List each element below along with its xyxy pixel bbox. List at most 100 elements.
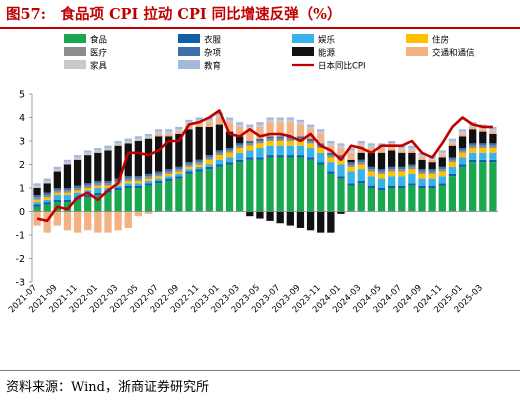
bar-segment xyxy=(73,185,82,188)
bar-segment xyxy=(154,173,163,177)
bar-segment xyxy=(53,188,61,191)
bar-segment xyxy=(357,183,365,212)
bar-segment xyxy=(357,152,365,160)
bar-segment xyxy=(458,166,467,212)
bar-segment xyxy=(489,133,497,144)
bar-segment xyxy=(469,162,477,212)
bar-segment xyxy=(408,148,416,151)
bar-segment xyxy=(94,195,102,212)
bar-segment xyxy=(84,211,92,231)
bar-segment xyxy=(124,183,132,186)
bar-segment xyxy=(286,141,294,146)
bar-segment xyxy=(408,152,416,165)
bar-segment xyxy=(225,152,234,158)
bar-segment xyxy=(327,162,335,172)
bar-segment xyxy=(104,192,112,212)
bar-segment xyxy=(327,171,335,174)
bar-segment xyxy=(73,188,82,191)
bar-segment xyxy=(357,180,365,184)
bar-segment xyxy=(276,155,284,158)
bar-segment xyxy=(367,185,376,188)
title-divider xyxy=(0,27,520,29)
bar-segment xyxy=(469,126,477,130)
bar-segment xyxy=(195,126,203,160)
bar-segment xyxy=(236,148,244,153)
bar-segment xyxy=(377,152,386,170)
bar-segment xyxy=(367,166,376,170)
bar-segment xyxy=(296,141,305,146)
bar-segment xyxy=(185,166,193,170)
bar-segment xyxy=(225,157,234,163)
bar-segment xyxy=(408,166,416,170)
bar-segment xyxy=(195,169,203,172)
bar-segment xyxy=(246,129,254,141)
y-tick-label: 1 xyxy=(19,184,25,195)
bar-segment xyxy=(144,173,153,177)
bar-segment xyxy=(236,152,244,160)
bar-segment xyxy=(94,148,102,151)
bar-segment xyxy=(327,155,335,158)
bar-segment xyxy=(165,180,173,212)
bar-segment xyxy=(225,117,234,120)
bar-segment xyxy=(215,117,224,125)
bar-segment xyxy=(225,119,234,123)
bar-segment xyxy=(114,188,122,191)
bar-segment xyxy=(438,155,446,158)
legend-swatch xyxy=(64,47,86,56)
bar-segment xyxy=(215,112,224,116)
legend-label: 娱乐 xyxy=(318,35,336,46)
bar-segment xyxy=(428,178,436,186)
bar-segment xyxy=(124,141,132,144)
bar-segment xyxy=(154,178,163,181)
bar-segment xyxy=(94,183,102,186)
bar-segment xyxy=(33,206,41,212)
bar-segment xyxy=(347,185,355,212)
bar-segment xyxy=(256,124,264,127)
bar-segment xyxy=(276,141,284,146)
bar-segment xyxy=(114,143,122,146)
bar-segment xyxy=(377,188,386,191)
bar-segment xyxy=(337,159,345,165)
bar-segment xyxy=(154,183,163,212)
bar-segment xyxy=(73,155,82,158)
bar-segment xyxy=(286,117,294,120)
bar-segment xyxy=(306,148,315,158)
bar-segment xyxy=(104,211,112,233)
bar-segment xyxy=(317,211,325,233)
bar-segment xyxy=(144,133,153,137)
bar-segment xyxy=(367,143,376,146)
y-tick-label: -1 xyxy=(16,231,25,242)
bar-segment xyxy=(114,211,122,231)
bar-segment xyxy=(84,155,92,184)
bar-segment xyxy=(144,185,153,212)
bar-segment xyxy=(33,202,41,205)
legend-swatch xyxy=(178,47,200,56)
bar-segment xyxy=(489,129,497,132)
bar-segment xyxy=(337,145,345,149)
bar-segment xyxy=(418,178,426,186)
bar-segment xyxy=(458,150,467,153)
bar-segment xyxy=(377,169,386,172)
bar-segment xyxy=(266,141,274,146)
bar-segment xyxy=(205,169,213,212)
source-note: 资料来源：Wind，浙商证券研究所 xyxy=(6,380,209,395)
bar-segment xyxy=(458,136,467,149)
bar-segment xyxy=(327,157,335,163)
bar-segment xyxy=(236,136,244,144)
bar-segment xyxy=(296,145,305,156)
bar-segment xyxy=(205,119,213,123)
bar-segment xyxy=(175,176,183,179)
bar-segment xyxy=(165,129,173,132)
bar-segment xyxy=(94,180,102,184)
bar-segment xyxy=(448,138,457,141)
bar-segment xyxy=(337,143,345,146)
legend-swatch xyxy=(292,34,314,43)
legend-label: 家具 xyxy=(90,61,108,72)
bar-segment xyxy=(489,162,497,212)
bar-segment xyxy=(134,188,143,212)
bar-segment xyxy=(367,152,376,167)
bar-segment xyxy=(438,157,446,167)
bar-segment xyxy=(236,122,244,125)
bar-segment xyxy=(286,155,294,158)
